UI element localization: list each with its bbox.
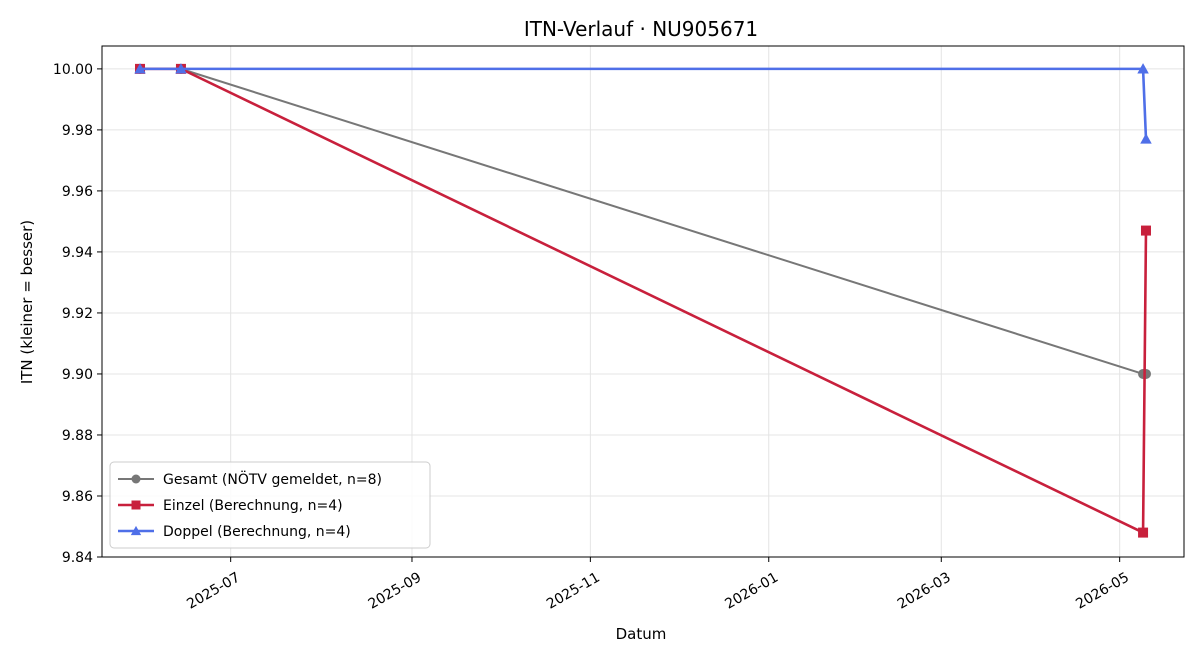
x-axis-label: Datum bbox=[616, 625, 667, 643]
chart-title: ITN-Verlauf · NU905671 bbox=[524, 17, 758, 41]
data-point bbox=[1140, 133, 1152, 144]
legend-item: Doppel (Berechnung, n=4) bbox=[118, 524, 351, 540]
y-tick-label: 9.86 bbox=[62, 489, 93, 505]
x-tick-label: 2026-05 bbox=[1073, 570, 1132, 613]
legend-item: Gesamt (NÖTV gemeldet, n=8) bbox=[118, 470, 382, 488]
legend-marker bbox=[131, 500, 141, 510]
data-point bbox=[175, 63, 187, 74]
legend-label: Gesamt (NÖTV gemeldet, n=8) bbox=[163, 470, 382, 488]
series-circle bbox=[135, 63, 1151, 379]
x-tick-label: 2026-03 bbox=[895, 570, 954, 613]
legend-marker bbox=[130, 525, 142, 536]
y-tick-label: 10.00 bbox=[53, 62, 93, 78]
y-tick-label: 9.94 bbox=[62, 245, 93, 261]
series-line bbox=[140, 67, 1148, 140]
x-tick-label: 2025-11 bbox=[544, 570, 603, 613]
y-tick-label: 9.90 bbox=[62, 367, 93, 383]
legend-item: Einzel (Berechnung, n=4) bbox=[118, 498, 343, 514]
data-point bbox=[1138, 527, 1149, 538]
y-tick-label: 9.92 bbox=[62, 306, 93, 322]
legend-box bbox=[109, 461, 431, 549]
series-layer bbox=[134, 63, 1152, 538]
y-tick-label: 9.96 bbox=[62, 184, 93, 200]
y-tick-label: 9.98 bbox=[62, 123, 93, 139]
data-point bbox=[134, 63, 146, 74]
series-triangle bbox=[134, 63, 1152, 144]
series-line bbox=[140, 67, 1146, 375]
x-tick-label: 2025-09 bbox=[366, 570, 425, 613]
data-point bbox=[1140, 368, 1151, 379]
legend-label: Doppel (Berechnung, n=4) bbox=[163, 524, 351, 540]
plot-frame bbox=[101, 45, 1185, 558]
legend-label: Einzel (Berechnung, n=4) bbox=[163, 498, 343, 514]
legend-marker bbox=[131, 474, 141, 484]
y-tick-label: 9.88 bbox=[62, 428, 93, 444]
data-point bbox=[1137, 63, 1149, 74]
x-tick-label: 2026-01 bbox=[722, 570, 781, 613]
x-tick-label: 2025-07 bbox=[184, 570, 243, 613]
data-point bbox=[1140, 225, 1151, 236]
y-axis-label: ITN (kleiner = besser) bbox=[18, 220, 36, 384]
grid-layer bbox=[102, 46, 1184, 558]
legend: Gesamt (NÖTV gemeldet, n=8) Einzel (Berec… bbox=[109, 461, 431, 549]
y-tick-label: 9.84 bbox=[62, 550, 93, 566]
